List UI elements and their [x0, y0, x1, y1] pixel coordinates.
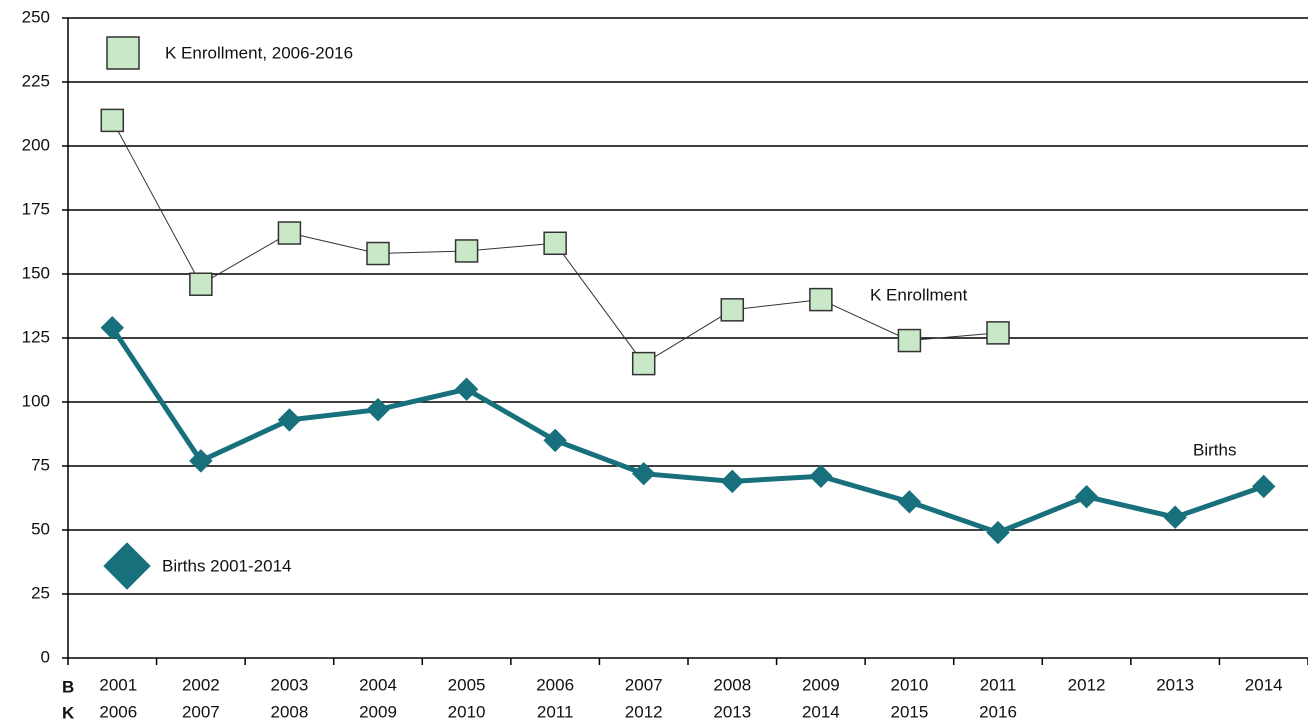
x-tick-label: 2013 [1156, 675, 1194, 694]
marker [454, 377, 479, 401]
x-tick-label: 2011 [980, 675, 1017, 694]
marker [1252, 474, 1276, 499]
series-line [110, 326, 1265, 536]
y-tick-label: 75 [31, 455, 50, 474]
legend-marker [106, 36, 140, 70]
marker [809, 287, 833, 312]
x-tick-label-2: 2015 [891, 702, 929, 721]
marker [543, 428, 567, 453]
x-tick-label: 2007 [625, 675, 663, 694]
x-tick-label: 2004 [359, 675, 397, 694]
x-tick-label-2: 2007 [182, 702, 220, 721]
x-tick-label: 2002 [182, 675, 220, 694]
marker [1163, 505, 1187, 529]
marker [454, 239, 479, 263]
x-tick-label: 2005 [448, 675, 486, 694]
x-tick-label: 2001 [99, 675, 137, 694]
marker [809, 464, 833, 488]
marker [366, 241, 390, 266]
x-tick-label-2: 2008 [271, 702, 309, 721]
x-tick-label: 2003 [271, 675, 309, 694]
marker [1074, 485, 1099, 509]
legend-label: K Enrollment, 2006-2016 [165, 43, 353, 62]
marker [632, 461, 656, 486]
y-tick-label: 200 [22, 135, 50, 154]
marker [720, 298, 745, 322]
x-tick-label-2: 2013 [713, 702, 751, 721]
x-tick-label-2: 2014 [802, 702, 840, 721]
y-tick-label: 150 [22, 263, 50, 282]
annotation: K Enrollment [870, 285, 968, 304]
x-tick-label: 2006 [536, 675, 574, 694]
y-tick-label: 250 [22, 7, 50, 26]
x-tick-label: 2012 [1068, 675, 1106, 694]
y-tick-label: 175 [22, 199, 50, 218]
x-tick-label-2: 2006 [99, 702, 137, 721]
marker [100, 316, 124, 340]
legend-label: Births 2001-2014 [162, 556, 291, 575]
y-tick-label: 0 [41, 647, 50, 666]
x-tick-label-2: 2011 [537, 702, 574, 721]
x-tick-label: 2009 [802, 675, 840, 694]
x-tick-label-2: 2012 [625, 702, 663, 721]
y-tick-label: 25 [31, 583, 50, 602]
marker [720, 469, 744, 494]
x-tick-label-2: 2010 [448, 702, 486, 721]
marker [277, 408, 302, 432]
y-tick-label: 225 [22, 71, 50, 90]
marker [986, 520, 1010, 545]
marker [100, 108, 125, 133]
x-tick-label: 2008 [713, 675, 751, 694]
legend-marker [103, 542, 151, 590]
marker [631, 351, 656, 376]
marker [277, 221, 302, 245]
x-tick-label: 2014 [1245, 675, 1283, 694]
x-tick-label: 2010 [891, 675, 929, 694]
marker [897, 490, 922, 514]
x-tick-label-2: 2009 [359, 702, 397, 721]
annotation: Births [1193, 440, 1236, 459]
marker [366, 397, 390, 422]
marker [189, 449, 213, 473]
y-tick-label: 50 [31, 519, 50, 538]
x-tick-label-2: 2016 [979, 702, 1017, 721]
marker [897, 328, 922, 353]
y-tick-label: 125 [22, 327, 50, 346]
row-label: K [62, 703, 75, 722]
marker [189, 272, 213, 296]
marker [543, 231, 567, 256]
y-tick-label: 100 [22, 391, 50, 410]
row-label: B [62, 677, 74, 696]
marker [986, 321, 1010, 345]
